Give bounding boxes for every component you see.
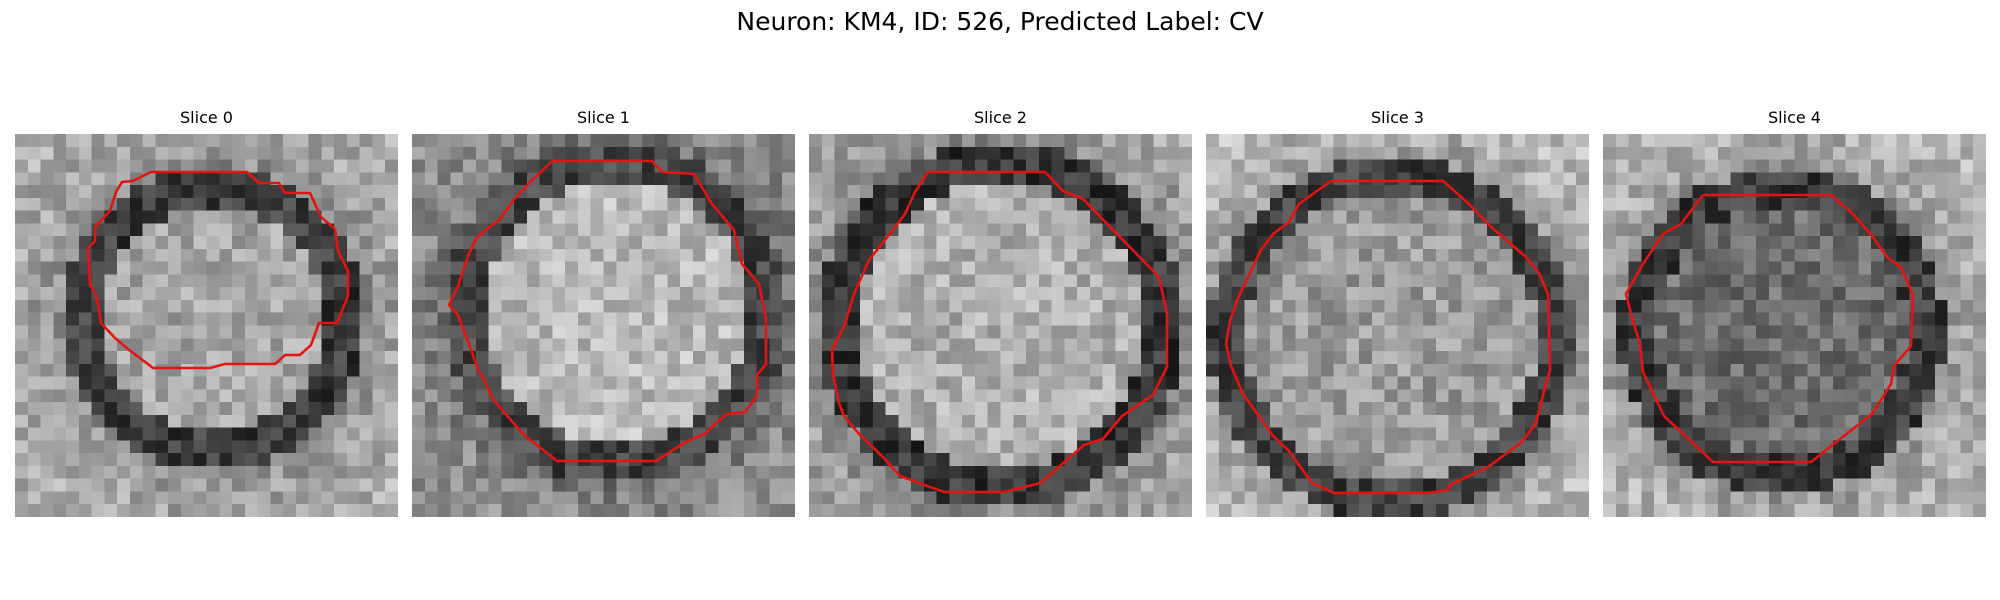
slice-image-4: [1603, 134, 1986, 517]
slice-image-0: [15, 134, 398, 517]
slice-title-4: Slice 4: [1768, 108, 1821, 127]
slice-title-0: Slice 0: [180, 108, 233, 127]
slice-panel-1: Slice 1: [412, 108, 795, 522]
segmentation-contour-0: [86, 170, 350, 370]
slice-pixels-4: [1603, 134, 1986, 517]
slice-pixels-1: [412, 134, 795, 517]
slice-pixels-3: [1206, 134, 1589, 517]
slice-title-3: Slice 3: [1371, 108, 1424, 127]
slice-panel-0: Slice 0: [15, 108, 398, 522]
slice-pixels-2: [809, 134, 1192, 517]
segmentation-contour-2: [830, 170, 1169, 494]
figure-title: Neuron: KM4, ID: 526, Predicted Label: C…: [736, 7, 1264, 36]
slice-panel-4: Slice 4: [1603, 108, 1986, 522]
segmentation-contour-1: [447, 159, 768, 463]
slice-pixels-0: [15, 134, 398, 517]
segmentation-contour-3: [1224, 179, 1552, 495]
slice-image-2: [809, 134, 1192, 517]
slice-panel-3: Slice 3: [1206, 108, 1589, 522]
slice-panel-2: Slice 2: [809, 108, 1192, 522]
slice-title-1: Slice 1: [577, 108, 630, 127]
slice-title-2: Slice 2: [974, 108, 1027, 127]
slice-image-3: [1206, 134, 1589, 517]
segmentation-contour-4: [1624, 193, 1915, 464]
slice-image-1: [412, 134, 795, 517]
